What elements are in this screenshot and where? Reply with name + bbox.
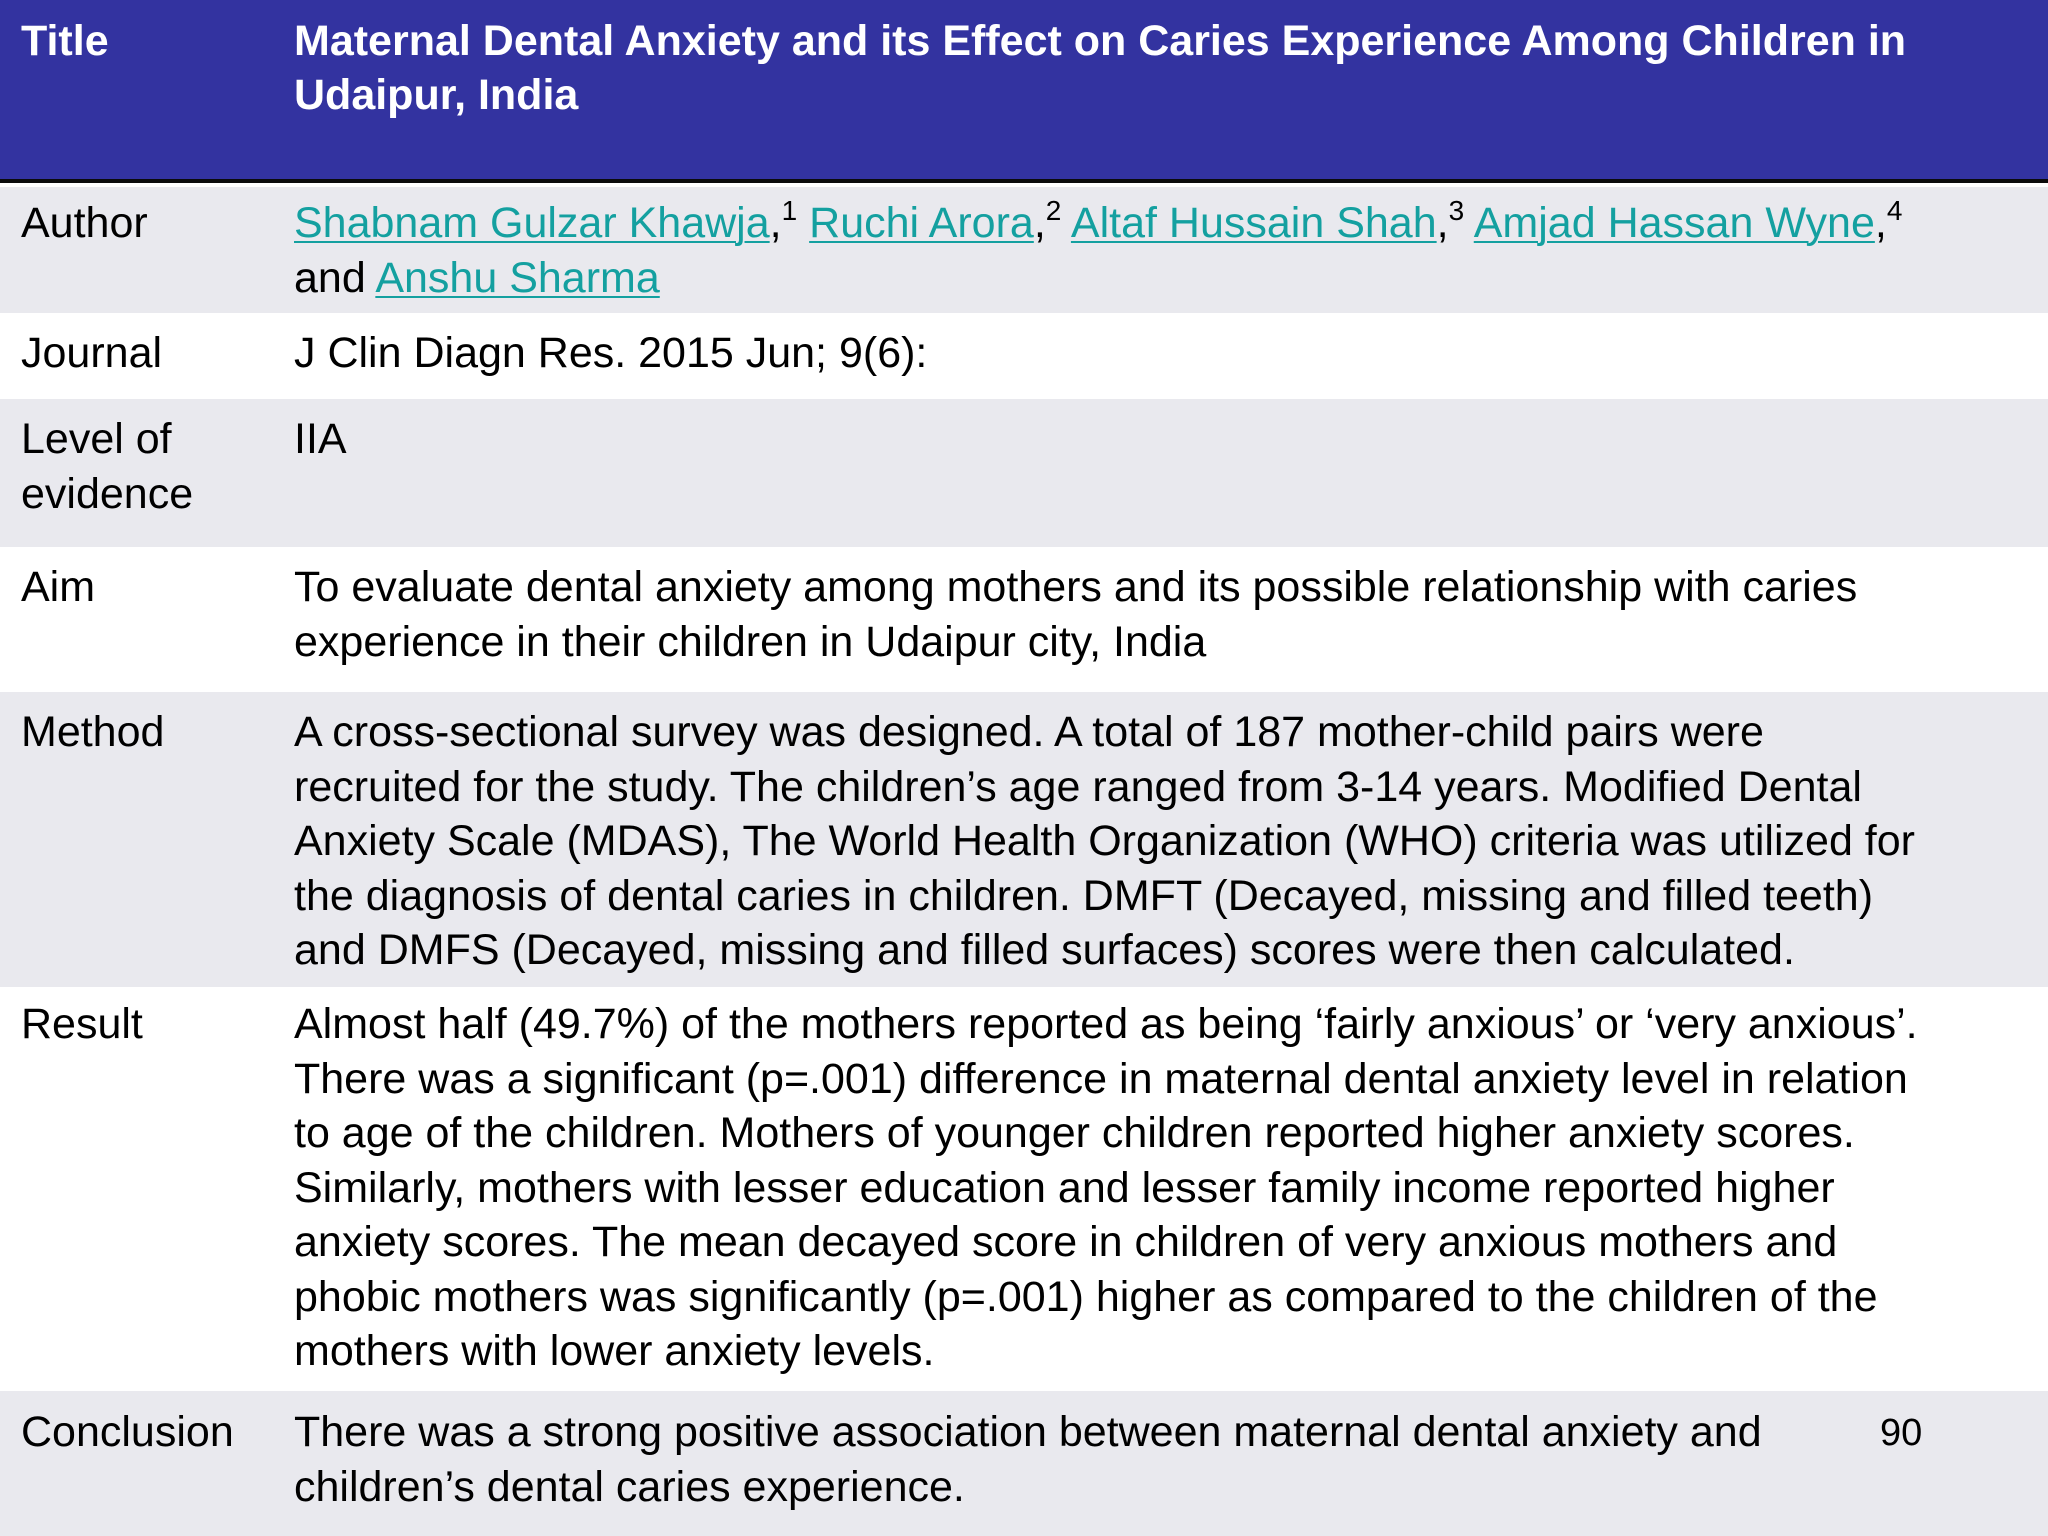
author-separator: , bbox=[769, 199, 782, 247]
level-of-evidence-label: Level of evidence bbox=[21, 412, 193, 521]
result-line: There was a significant (p=.001) differe… bbox=[294, 1054, 1908, 1103]
author-list-line-2: and Anshu Sharma bbox=[294, 251, 1902, 306]
journal-row: Journal J Clin Diagn Res. 2015 Jun; 9(6)… bbox=[0, 313, 2048, 399]
aim-label: Aim bbox=[21, 563, 96, 611]
author-link-arora[interactable]: Ruchi Arora bbox=[809, 199, 1034, 247]
journal-value: J Clin Diagn Res. 2015 Jun; 9(6): bbox=[294, 329, 928, 377]
method-line: Anxiety Scale (MDAS), The World Health O… bbox=[294, 817, 1915, 865]
aim-row: Aim To evaluate dental anxiety among mot… bbox=[0, 547, 2048, 692]
result-text: Almost half (49.7%) of the mothers repor… bbox=[294, 997, 1918, 1379]
author-link-shah[interactable]: Altaf Hussain Shah bbox=[1070, 199, 1437, 247]
paper-title: Maternal Dental Anxiety and its Effect o… bbox=[294, 14, 2034, 122]
author-separator: , bbox=[1033, 199, 1046, 247]
title-label: Title bbox=[21, 17, 109, 65]
author-affiliation-2: 2 bbox=[1045, 194, 1062, 226]
author-affiliation-1: 1 bbox=[781, 194, 798, 226]
result-line: Almost half (49.7%) of the mothers repor… bbox=[294, 1000, 1918, 1048]
page-number: 90 bbox=[1880, 1412, 1923, 1454]
author-separator: , bbox=[1874, 199, 1887, 247]
method-line: the diagnosis of dental caries in childr… bbox=[294, 871, 1874, 920]
author-label: Author bbox=[21, 199, 148, 247]
level-of-evidence-row: Level of evidence IIA bbox=[0, 399, 2048, 547]
result-line: Similarly, mothers with lesser education… bbox=[294, 1163, 1835, 1212]
method-line: recruited for the study. The children’s … bbox=[294, 762, 1862, 811]
conclusion-label: Conclusion bbox=[21, 1408, 234, 1456]
level-label-line-2: evidence bbox=[21, 469, 194, 518]
method-line: and DMFS (Decayed, missing and filled su… bbox=[294, 926, 1795, 974]
title-row: Title Maternal Dental Anxiety and its Ef… bbox=[0, 0, 2048, 183]
conclusion-row: Conclusion There was a strong positive a… bbox=[0, 1391, 2048, 1536]
author-and: and bbox=[294, 253, 366, 302]
method-label: Method bbox=[21, 708, 165, 756]
journal-label: Journal bbox=[21, 329, 163, 377]
author-link-sharma[interactable]: Anshu Sharma bbox=[375, 253, 660, 302]
author-affiliation-3: 3 bbox=[1448, 194, 1465, 226]
author-link-wyne[interactable]: Amjad Hassan Wyne bbox=[1473, 199, 1875, 247]
method-row: Method A cross-sectional survey was desi… bbox=[0, 692, 2048, 987]
method-text: A cross-sectional survey was designed. A… bbox=[294, 705, 1915, 978]
author-row: Author Shabnam Gulzar Khawja,1 Ruchi Aro… bbox=[0, 187, 2048, 313]
result-line: anxiety scores. The mean decayed score i… bbox=[294, 1218, 1838, 1266]
author-list-line-1: Shabnam Gulzar Khawja,1 Ruchi Arora,2 Al… bbox=[294, 196, 1902, 251]
aim-line: To evaluate dental anxiety among mothers… bbox=[294, 563, 1858, 611]
paper-title-line-2: Udaipur, India bbox=[294, 71, 579, 119]
aim-text: To evaluate dental anxiety among mothers… bbox=[294, 560, 1857, 669]
method-line: A cross-sectional survey was designed. A… bbox=[294, 708, 1764, 756]
author-link-khawja[interactable]: Shabnam Gulzar Khawja bbox=[294, 199, 770, 247]
level-of-evidence-value: IIA bbox=[294, 415, 347, 463]
aim-line: experience in their children in Udaipur … bbox=[294, 617, 1207, 666]
result-line: phobic mothers was significantly (p=.001… bbox=[294, 1272, 1878, 1321]
author-affiliation-4: 4 bbox=[1886, 194, 1903, 226]
conclusion-text: There was a strong positive association … bbox=[294, 1405, 1762, 1514]
result-line: mothers with lower anxiety levels. bbox=[294, 1327, 935, 1375]
result-label: Result bbox=[21, 1000, 143, 1048]
result-row: Result Almost half (49.7%) of the mother… bbox=[0, 987, 2048, 1391]
author-separator: , bbox=[1436, 199, 1449, 247]
result-line: to age of the children. Mothers of young… bbox=[294, 1109, 1855, 1157]
paper-title-line-1: Maternal Dental Anxiety and its Effect o… bbox=[294, 17, 1907, 65]
author-list: Shabnam Gulzar Khawja,1 Ruchi Arora,2 Al… bbox=[294, 196, 1902, 305]
level-label-line-1: Level of bbox=[21, 415, 172, 463]
conclusion-line: There was a strong positive association … bbox=[294, 1408, 1762, 1456]
conclusion-line: children’s dental caries experience. bbox=[294, 1462, 965, 1511]
